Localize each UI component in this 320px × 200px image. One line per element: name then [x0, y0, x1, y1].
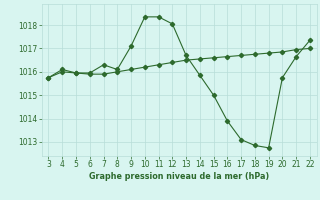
X-axis label: Graphe pression niveau de la mer (hPa): Graphe pression niveau de la mer (hPa) — [89, 172, 269, 181]
